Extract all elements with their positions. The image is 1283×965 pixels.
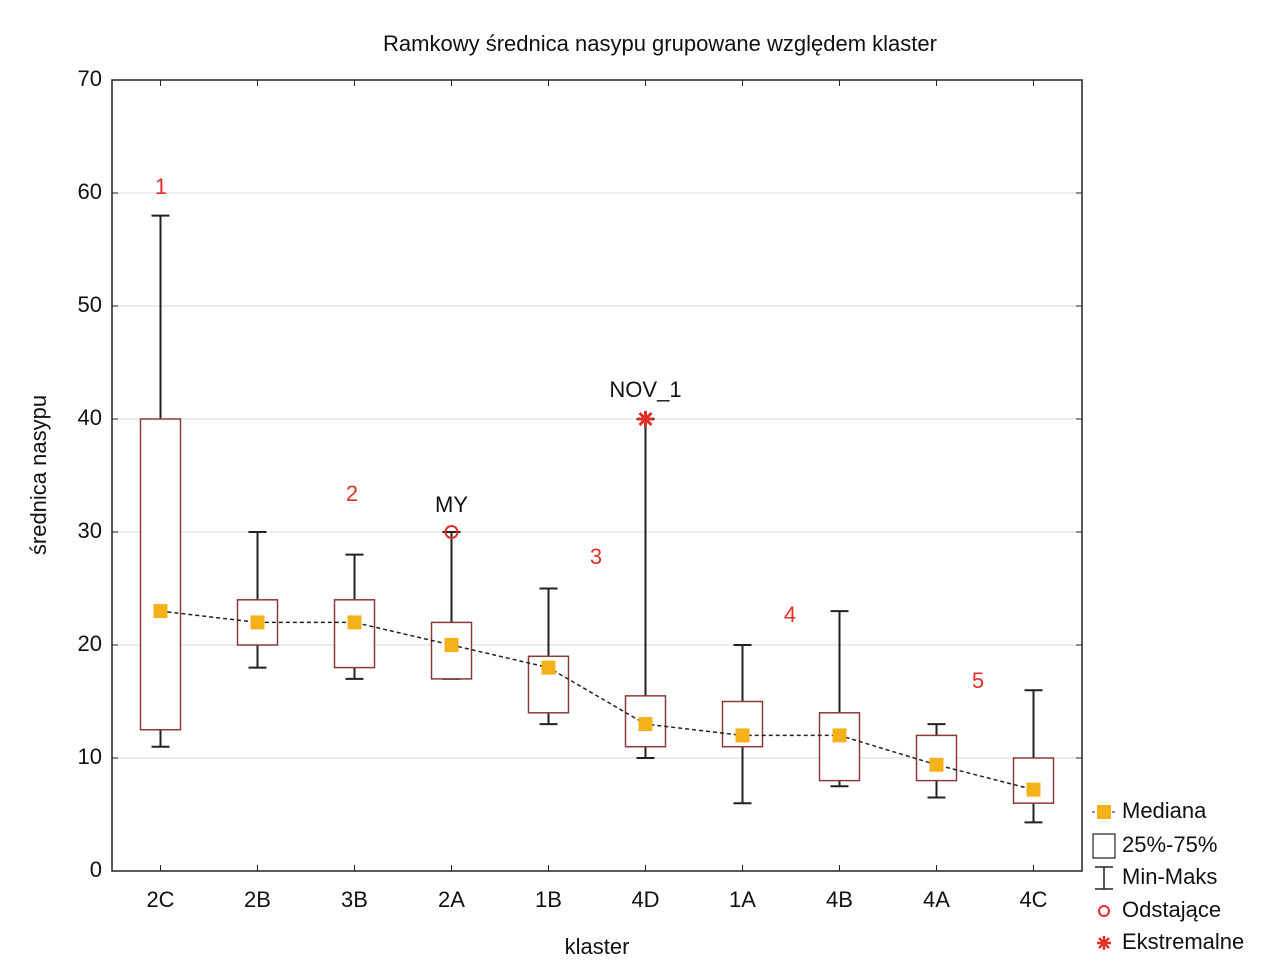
y-tick-label: 0 [90,857,102,882]
x-tick-label: 4C [1019,887,1047,912]
legend-box [1092,833,1116,859]
median [929,757,944,772]
outlier [444,525,459,539]
extreme [637,411,654,427]
box [333,599,376,669]
annotation: 5 [972,668,984,693]
median [735,728,750,743]
outlier-label: MY [435,492,468,517]
y-tick-label: 40 [78,405,102,430]
x-tick-label: 1A [729,887,756,912]
x-axis-label: klaster [565,934,630,959]
annotation: 3 [590,544,602,569]
x-tick-label: 4A [923,887,950,912]
median [541,660,556,675]
median-line [160,610,1034,791]
median [638,717,653,732]
box [818,712,861,782]
median [1026,782,1041,797]
median [832,728,847,743]
plot-frame [111,79,1083,872]
y-tick-label: 20 [78,631,102,656]
x-tick-label: 4D [631,887,659,912]
annotation: 4 [784,602,796,627]
legend-label: 25%-75% [1122,832,1217,857]
legend-label: Odstające [1122,897,1221,922]
legend-label: Ekstremalne [1122,929,1244,954]
legend-whisker [1095,866,1113,890]
legend-extreme [1097,936,1111,950]
median [444,638,459,652]
median [250,615,265,630]
y-tick-label: 50 [78,292,102,317]
y-tick-label: 60 [78,179,102,204]
legend-outlier [1098,905,1110,917]
y-tick-label: 70 [78,66,102,91]
x-tick-label: 2A [438,887,465,912]
legend-label: Mediana [1122,798,1207,823]
x-tick-label: 3B [341,887,368,912]
legend-label: Min-Maks [1122,864,1217,889]
median [347,615,362,630]
chart-title: Ramkowy średnica nasypu grupowane względ… [383,31,937,56]
annotation: 2 [346,481,358,506]
x-tick-label: 2C [146,887,174,912]
y-tick-label: 10 [78,744,102,769]
legend-median [1097,805,1111,819]
y-axis-label: średnica nasypu [26,395,51,555]
x-tick-label: 4B [826,887,853,912]
median [153,604,168,619]
box [139,418,182,731]
y-tick-label: 30 [78,518,102,543]
x-tick-label: 2B [244,887,271,912]
extreme-label: NOV_1 [609,377,681,402]
x-tick-label: 1B [535,887,562,912]
annotation: 1 [155,174,167,199]
